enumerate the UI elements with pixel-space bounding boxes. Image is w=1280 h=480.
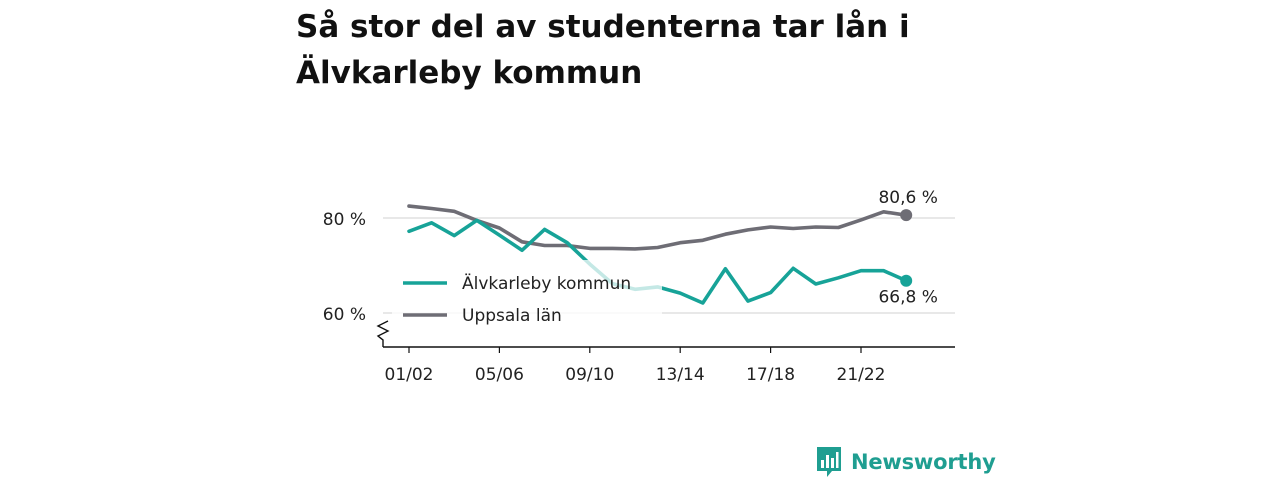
series-line-uppsala — [407, 204, 909, 251]
x-tick-label: 09/10 — [565, 365, 614, 385]
legend: Älvkarleby kommun Uppsala län — [392, 260, 662, 330]
axis-layer: 60 % 80 % 01/02 05/06 09/10 13/14 17/18 21/22 — [323, 210, 955, 385]
x-tick-label: 21/22 — [837, 365, 886, 385]
brand-name: Newsworthy — [851, 450, 996, 474]
legend-label: Uppsala län — [462, 306, 562, 326]
series-end-point — [900, 274, 913, 287]
series-end-point — [900, 209, 913, 222]
x-tick-label: 17/18 — [746, 365, 795, 385]
newsworthy-logo-icon — [817, 447, 841, 477]
legend-background — [392, 260, 662, 330]
chart-title: Så stor del av studenterna tar lån i Älv… — [296, 9, 910, 91]
y-tick-label: 80 % — [323, 210, 366, 230]
brand-logo: Newsworthy — [815, 445, 996, 479]
label-layer: 80,6 % 66,8 % — [878, 188, 937, 308]
x-tick-label: 01/02 — [385, 365, 434, 385]
y-axis-break — [376, 320, 390, 347]
end-value-label: 66,8 % — [878, 288, 937, 308]
legend-label: Älvkarleby kommun — [462, 273, 631, 294]
x-tick-label: 13/14 — [656, 365, 705, 385]
y-tick-label: 60 % — [323, 305, 366, 325]
x-tick-label: 05/06 — [475, 365, 524, 385]
end-value-label: 80,6 % — [878, 188, 937, 208]
